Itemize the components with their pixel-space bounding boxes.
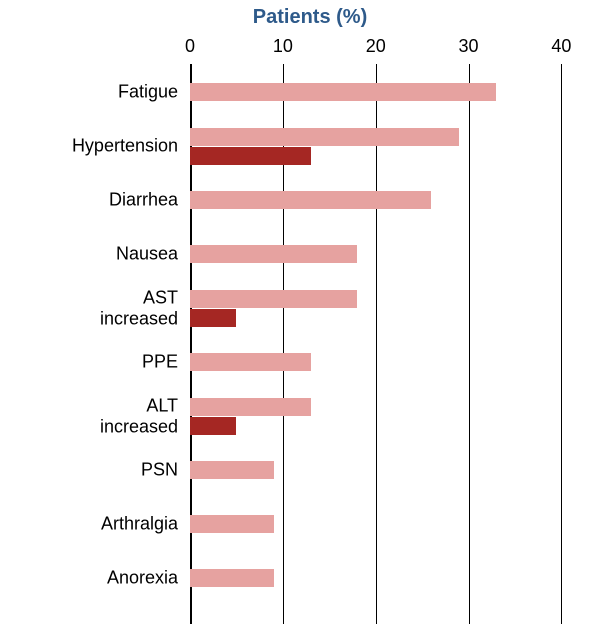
category-label: Nausea <box>116 244 190 265</box>
bar-all-grades <box>190 353 311 371</box>
gridline <box>469 64 470 624</box>
x-tick-label: 10 <box>273 36 293 57</box>
bar-all-grades <box>190 515 274 533</box>
adverse-events-chart: Patients (%) 010203040FatigueHypertensio… <box>0 0 603 637</box>
bar-all-grades <box>190 191 431 209</box>
x-tick-label: 40 <box>551 36 571 57</box>
category-label: Fatigue <box>118 82 190 103</box>
bar-all-grades <box>190 245 357 263</box>
x-tick-label: 0 <box>185 36 195 57</box>
chart-title: Patients (%) <box>253 6 367 29</box>
category-label: PSN <box>141 460 190 481</box>
category-label: ALT increased <box>100 395 190 436</box>
bar-all-grades <box>190 83 496 101</box>
category-label: Hypertension <box>72 136 190 157</box>
category-label: AST increased <box>100 287 190 328</box>
bar-severe <box>190 147 311 165</box>
bar-all-grades <box>190 398 311 416</box>
bar-all-grades <box>190 290 357 308</box>
bar-severe <box>190 417 236 435</box>
category-label: Anorexia <box>107 568 190 589</box>
bar-severe <box>190 309 236 327</box>
bar-all-grades <box>190 128 459 146</box>
x-tick-label: 30 <box>459 36 479 57</box>
gridline <box>561 64 562 624</box>
category-label: PPE <box>142 352 190 373</box>
category-label: Diarrhea <box>109 190 190 211</box>
gridline <box>376 64 377 624</box>
bar-all-grades <box>190 569 274 587</box>
x-tick-label: 20 <box>366 36 386 57</box>
plot-area: 010203040FatigueHypertensionDiarrheaNaus… <box>190 64 580 624</box>
bar-all-grades <box>190 461 274 479</box>
category-label: Arthralgia <box>101 514 190 535</box>
